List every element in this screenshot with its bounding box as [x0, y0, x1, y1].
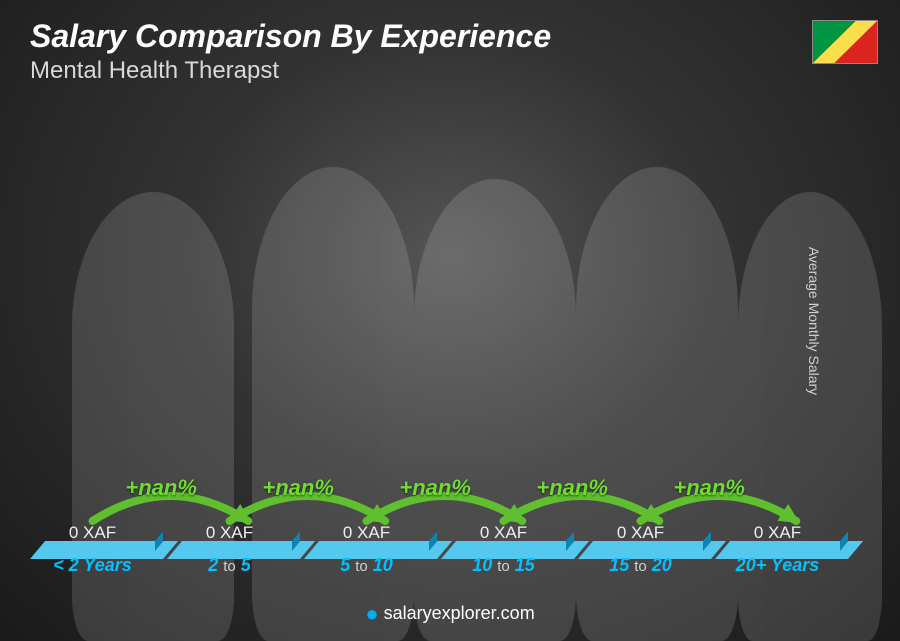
bar-value-label: 0 XAF — [206, 523, 253, 543]
category-label: 5 to 10 — [304, 555, 429, 581]
bar-2: 0 XAF — [304, 523, 429, 551]
bar-4: 0 XAF — [578, 523, 703, 551]
bar-3: 0 XAF — [441, 523, 566, 551]
logo-dot-icon: ● — [365, 601, 378, 626]
footer-attribution: ● salaryexplorer.com — [0, 601, 900, 627]
chart-subtitle: Mental Health Therapst — [30, 57, 551, 85]
category-label: 15 to 20 — [578, 555, 703, 581]
category-labels: < 2 Years 2 to 5 5 to 10 10 to 15 15 to 20 20… — [30, 555, 840, 581]
category-label: 2 to 5 — [167, 555, 292, 581]
bar-value-label: 0 XAF — [343, 523, 390, 543]
category-label: < 2 Years — [30, 555, 155, 581]
bar-5: 0 XAF — [715, 523, 840, 551]
bar-value-label: 0 XAF — [617, 523, 664, 543]
category-label: 10 to 15 — [441, 555, 566, 581]
bars-container: 0 XAF 0 XAF 0 XAF 0 XAF 0 XAF 0 XAF — [30, 120, 840, 551]
footer-site: salaryexplorer.com — [384, 603, 535, 623]
bar-chart: 0 XAF0 XAF0 XAF0 XAF0 XAF0 XAF +nan%+nan… — [30, 120, 840, 581]
category-label: 20+ Years — [715, 555, 840, 581]
bar-value-label: 0 XAF — [754, 523, 801, 543]
bar-value-label: 0 XAF — [480, 523, 527, 543]
country-flag-icon — [812, 20, 878, 64]
chart-title: Salary Comparison By Experience — [30, 18, 551, 55]
bar-0: 0 XAF — [30, 523, 155, 551]
chart-header: Salary Comparison By Experience Mental H… — [30, 18, 551, 85]
bar-value-label: 0 XAF — [69, 523, 116, 543]
bar-1: 0 XAF — [167, 523, 292, 551]
